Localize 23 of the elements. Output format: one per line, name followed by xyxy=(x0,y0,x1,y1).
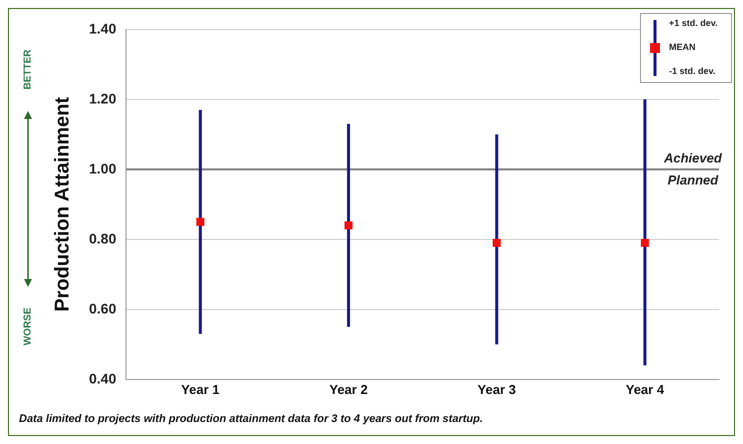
point xyxy=(196,218,204,226)
legend-label: MEAN xyxy=(669,42,696,52)
y-tick-label: 1.40 xyxy=(89,20,116,36)
y-tick-label: 0.40 xyxy=(89,370,116,386)
annotation: -1 std. dev. xyxy=(669,66,716,76)
point xyxy=(344,221,353,230)
annotation: Planned xyxy=(668,172,720,188)
y-axis-title: Production Attainment xyxy=(52,96,74,312)
x-tick-label: Year 4 xyxy=(626,382,665,397)
y-tick-label: 1.20 xyxy=(89,90,116,106)
point xyxy=(492,238,501,247)
text: Data limited to projects with production attainment data for 3 to 4 years out from startup. xyxy=(19,413,483,425)
y-tick-label: 0.60 xyxy=(89,300,116,316)
y-tick-label: 1.00 xyxy=(89,160,116,176)
x-tick-label: Year 3 xyxy=(478,382,516,397)
annotation: Achieved xyxy=(663,150,723,166)
x-tick-label: Year 1 xyxy=(181,382,220,397)
text: WORSE xyxy=(22,307,34,345)
legend-frame: +1 std. dev. MEAN -1 std. dev. xyxy=(640,13,732,83)
x-tick-label: Year 2 xyxy=(329,382,368,397)
point xyxy=(640,238,649,247)
text: BETTER xyxy=(22,49,34,89)
y-tick-label: 0.80 xyxy=(89,230,116,246)
